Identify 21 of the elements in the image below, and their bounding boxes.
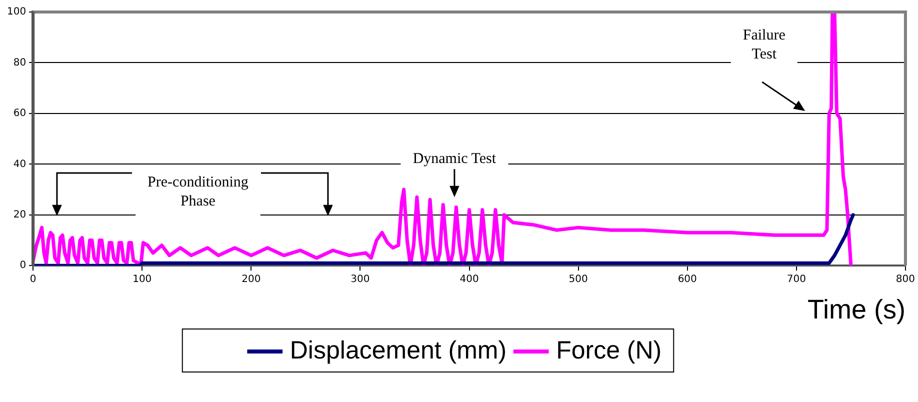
x-tick-label: 400 [460,274,479,286]
x-tick-label: 300 [350,274,370,286]
x-tick-label: 100 [132,274,152,286]
x-tick-label: 600 [678,274,697,286]
x-tick-label: 700 [786,274,806,286]
y-tick-label: 40 [13,158,26,170]
annotation: Dynamic Test [412,151,497,168]
y-tick-label: 0 [20,260,26,272]
legend-label: Force (N) [556,336,662,364]
y-tick-label: 20 [13,209,26,220]
annotation: Pre-conditioning Phase [148,174,249,210]
x-tick-label: 800 [896,274,916,286]
x-tick-label: 0 [30,274,36,286]
legend-label: Displacement (mm) [290,336,507,364]
x-tick-label: 500 [568,274,588,286]
y-tick-label: 100 [6,6,26,18]
x-tick-label: 200 [242,274,261,286]
y-tick-label: 60 [13,108,26,120]
annotation: Failure Test [742,27,786,62]
y-tick-label: 80 [13,57,26,68]
x-axis-title: Time (s) [807,294,906,324]
